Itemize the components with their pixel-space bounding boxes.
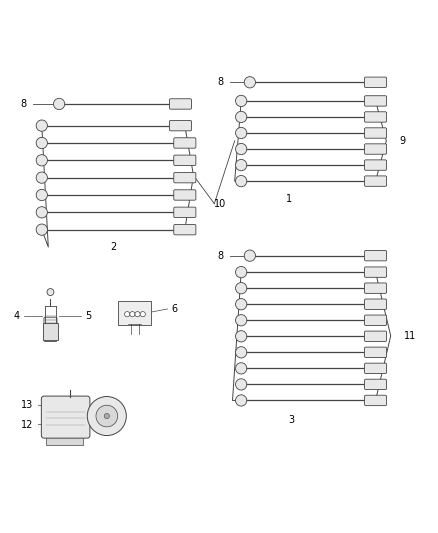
Circle shape [244, 250, 255, 261]
Text: 13: 13 [21, 400, 33, 410]
FancyBboxPatch shape [169, 120, 191, 131]
Text: 11: 11 [403, 331, 415, 341]
FancyBboxPatch shape [364, 160, 386, 170]
Text: 4: 4 [14, 311, 20, 321]
FancyBboxPatch shape [364, 144, 386, 154]
Text: 12: 12 [21, 419, 33, 430]
Text: 5: 5 [85, 311, 91, 321]
FancyBboxPatch shape [173, 173, 195, 183]
FancyBboxPatch shape [364, 331, 386, 342]
FancyBboxPatch shape [364, 128, 386, 138]
Circle shape [235, 143, 246, 155]
FancyBboxPatch shape [364, 77, 386, 87]
FancyBboxPatch shape [364, 251, 386, 261]
Text: 9: 9 [399, 136, 405, 146]
Circle shape [235, 363, 246, 374]
Text: 8: 8 [21, 99, 27, 109]
Circle shape [235, 111, 246, 123]
FancyBboxPatch shape [364, 379, 386, 390]
Text: 1: 1 [285, 195, 291, 204]
Circle shape [235, 379, 246, 390]
Circle shape [36, 189, 47, 200]
Circle shape [36, 155, 47, 166]
Circle shape [36, 224, 47, 235]
Circle shape [104, 414, 109, 418]
FancyBboxPatch shape [173, 224, 195, 235]
Circle shape [235, 395, 246, 406]
FancyBboxPatch shape [364, 315, 386, 326]
Circle shape [87, 397, 126, 435]
FancyBboxPatch shape [364, 96, 386, 106]
FancyBboxPatch shape [46, 436, 83, 445]
Circle shape [235, 175, 246, 187]
FancyBboxPatch shape [44, 317, 57, 342]
FancyBboxPatch shape [364, 267, 386, 277]
Circle shape [235, 298, 246, 310]
Circle shape [96, 405, 117, 427]
FancyBboxPatch shape [364, 299, 386, 310]
Circle shape [36, 207, 47, 218]
FancyBboxPatch shape [364, 283, 386, 293]
Circle shape [36, 138, 47, 149]
Circle shape [130, 312, 134, 317]
FancyBboxPatch shape [364, 176, 386, 187]
FancyBboxPatch shape [173, 138, 195, 148]
Circle shape [235, 314, 246, 326]
FancyBboxPatch shape [173, 155, 195, 166]
Text: 3: 3 [287, 415, 293, 425]
FancyBboxPatch shape [117, 301, 150, 325]
Circle shape [244, 77, 255, 88]
Circle shape [140, 312, 145, 317]
Circle shape [235, 346, 246, 358]
Circle shape [36, 172, 47, 183]
Circle shape [53, 98, 65, 110]
Circle shape [235, 95, 246, 107]
Circle shape [235, 266, 246, 278]
Circle shape [134, 312, 140, 317]
Circle shape [235, 282, 246, 294]
FancyBboxPatch shape [173, 190, 195, 200]
Circle shape [235, 159, 246, 171]
FancyBboxPatch shape [173, 207, 195, 217]
Text: 6: 6 [171, 304, 177, 314]
Polygon shape [42, 323, 58, 340]
Circle shape [235, 330, 246, 342]
FancyBboxPatch shape [41, 396, 90, 438]
Circle shape [235, 127, 246, 139]
Circle shape [47, 288, 54, 295]
FancyBboxPatch shape [364, 363, 386, 374]
Text: 2: 2 [110, 242, 116, 252]
Circle shape [124, 312, 130, 317]
Text: 8: 8 [217, 251, 223, 261]
FancyBboxPatch shape [169, 99, 191, 109]
FancyBboxPatch shape [364, 112, 386, 122]
Text: 8: 8 [217, 77, 223, 87]
FancyBboxPatch shape [364, 347, 386, 358]
Text: 10: 10 [214, 199, 226, 208]
Circle shape [36, 120, 47, 131]
FancyBboxPatch shape [364, 395, 386, 406]
